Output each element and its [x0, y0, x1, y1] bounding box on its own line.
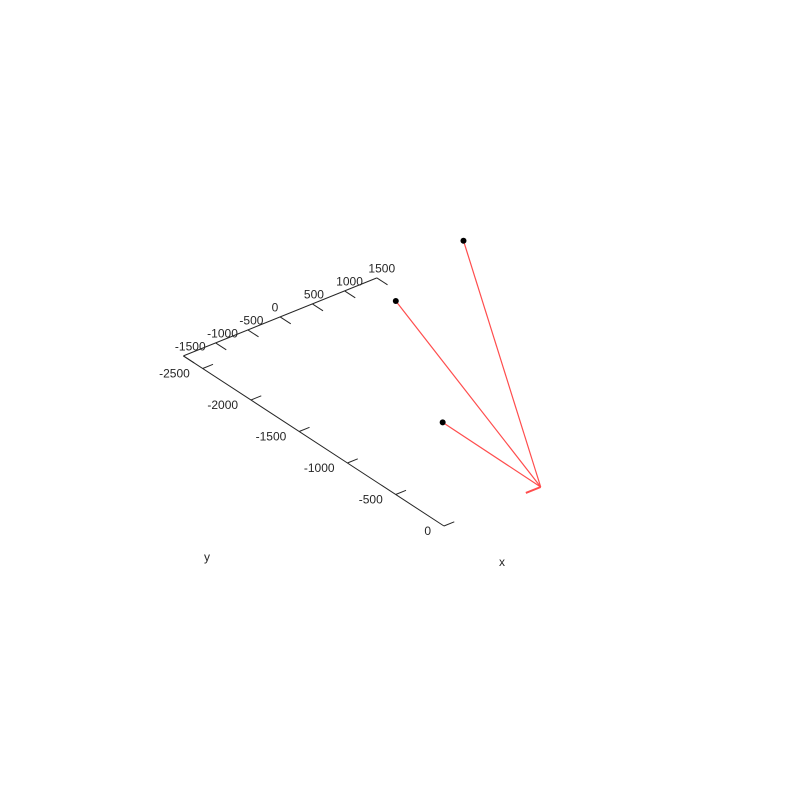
- x-tick: [183, 356, 194, 363]
- data-segment-line: [463, 241, 540, 487]
- y-axis-line: [183, 356, 444, 526]
- x-tick-label: 1000: [336, 274, 363, 288]
- x-tick-label: -500: [239, 313, 263, 327]
- y-tick: [299, 427, 309, 431]
- data-layer: [393, 238, 541, 493]
- x-tick-label: -1500: [175, 339, 206, 353]
- y-axis-label: y: [204, 550, 210, 564]
- endpoint-marker: [393, 298, 399, 304]
- y-tick: [203, 364, 213, 368]
- y-tick-label: -2000: [207, 398, 238, 412]
- x-tick-label: 500: [304, 287, 324, 301]
- endpoint-marker: [460, 238, 466, 244]
- y-tick: [251, 396, 261, 400]
- axes-layer: -1500-1000-5000500100015000-500-1000-150…: [159, 261, 454, 538]
- x-tick-label: 0: [272, 300, 279, 314]
- y-tick-label: -2500: [159, 367, 190, 381]
- x-tick-label: -1000: [207, 326, 238, 340]
- origin-marker: [526, 487, 541, 493]
- y-tick: [444, 522, 454, 526]
- y-tick-label: -1500: [256, 430, 287, 444]
- data-segment-line: [396, 301, 541, 487]
- x-tick: [312, 304, 323, 311]
- y-tick: [347, 459, 357, 463]
- x-tick: [280, 317, 291, 324]
- y-tick-label: 0: [424, 524, 431, 538]
- endpoint-marker: [440, 419, 446, 425]
- x-tick: [377, 278, 388, 285]
- x-axis-label: x: [499, 555, 505, 569]
- data-segment-line: [443, 422, 541, 487]
- y-tick-label: -500: [359, 493, 383, 507]
- y-tick-label: -1000: [304, 461, 335, 475]
- y-tick: [396, 490, 406, 494]
- x-tick: [248, 330, 259, 337]
- x-tick: [216, 343, 227, 350]
- x-tick: [345, 291, 356, 298]
- x-tick-label: 1500: [368, 261, 395, 275]
